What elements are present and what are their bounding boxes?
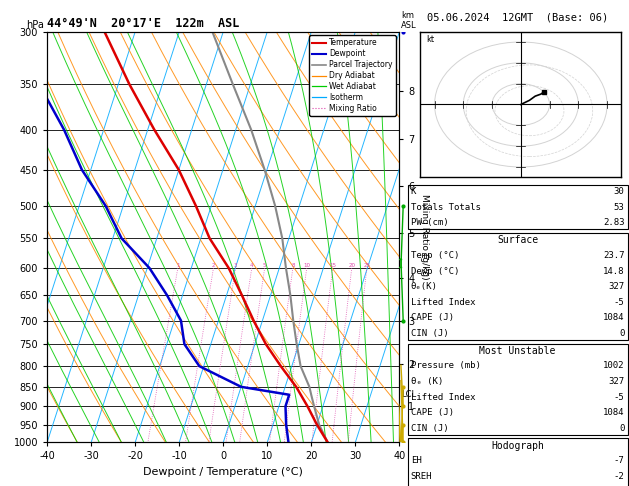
Text: -7: -7 [614,456,625,466]
Text: km
ASL: km ASL [401,11,417,30]
Text: θₑ(K): θₑ(K) [411,282,438,291]
Text: 53: 53 [614,203,625,212]
Text: Most Unstable: Most Unstable [479,346,556,356]
Y-axis label: Mixing Ratio (g/kg): Mixing Ratio (g/kg) [420,194,428,280]
Text: 23.7: 23.7 [603,251,625,260]
Text: SREH: SREH [411,472,432,481]
X-axis label: Dewpoint / Temperature (°C): Dewpoint / Temperature (°C) [143,467,303,477]
Text: 0: 0 [619,329,625,338]
Text: Hodograph: Hodograph [491,441,544,451]
Text: 14.8: 14.8 [603,266,625,276]
Text: Lifted Index: Lifted Index [411,393,476,401]
Text: 0: 0 [619,424,625,433]
Text: kt: kt [426,35,434,44]
Text: 1: 1 [176,263,180,268]
Text: Totals Totals: Totals Totals [411,203,481,212]
Legend: Temperature, Dewpoint, Parcel Trajectory, Dry Adiabat, Wet Adiabat, Isotherm, Mi: Temperature, Dewpoint, Parcel Trajectory… [309,35,396,116]
Text: 2.83: 2.83 [603,218,625,227]
Text: 05.06.2024  12GMT  (Base: 06): 05.06.2024 12GMT (Base: 06) [427,12,608,22]
Text: -5: -5 [614,393,625,401]
Text: Dewp (°C): Dewp (°C) [411,266,459,276]
Text: CAPE (J): CAPE (J) [411,408,454,417]
Text: -5: -5 [614,297,625,307]
Text: 1002: 1002 [603,362,625,370]
Text: 2: 2 [212,263,215,268]
Text: Pressure (mb): Pressure (mb) [411,362,481,370]
Text: 327: 327 [608,377,625,386]
Text: 25: 25 [364,263,370,268]
Text: 5: 5 [263,263,267,268]
Text: 10: 10 [303,263,310,268]
Text: 15: 15 [329,263,337,268]
Text: K: K [411,187,416,196]
Text: 327: 327 [608,282,625,291]
Text: Lifted Index: Lifted Index [411,297,476,307]
Text: PW (cm): PW (cm) [411,218,448,227]
Text: EH: EH [411,456,421,466]
Text: LCL: LCL [401,390,416,399]
Text: CAPE (J): CAPE (J) [411,313,454,322]
Text: -2: -2 [614,472,625,481]
Text: CIN (J): CIN (J) [411,329,448,338]
Text: Surface: Surface [497,235,538,245]
Text: 20: 20 [348,263,355,268]
Text: 1084: 1084 [603,408,625,417]
Text: CIN (J): CIN (J) [411,424,448,433]
Text: 44°49'N  20°17'E  122m  ASL: 44°49'N 20°17'E 122m ASL [47,17,240,31]
Text: 1084: 1084 [603,313,625,322]
Text: θₑ (K): θₑ (K) [411,377,443,386]
Text: 3: 3 [234,263,237,268]
Text: 8: 8 [291,263,294,268]
Text: 30: 30 [614,187,625,196]
Text: hPa: hPa [26,19,44,30]
Text: 4: 4 [250,263,253,268]
Text: Temp (°C): Temp (°C) [411,251,459,260]
